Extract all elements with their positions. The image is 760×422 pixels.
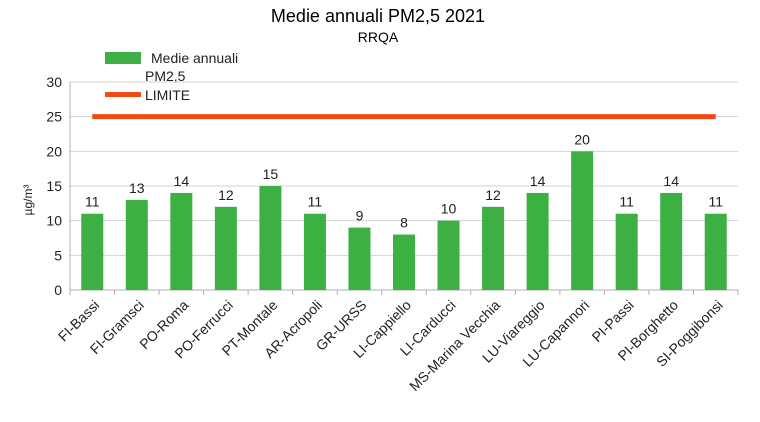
data-label: 11	[308, 194, 323, 210]
bar	[170, 192, 193, 290]
data-label: 15	[263, 166, 279, 182]
bar	[303, 213, 326, 290]
data-label: 12	[218, 187, 234, 203]
plot-area: 05101520253011FI-Bassi13FI-Gramsci14PO-R…	[46, 74, 739, 394]
data-label: 11	[708, 194, 723, 210]
bar	[660, 192, 683, 290]
y-tick-label: 15	[46, 178, 62, 194]
y-tick-label: 5	[54, 247, 62, 263]
data-label: 14	[174, 173, 190, 189]
bar	[125, 199, 148, 290]
bar	[214, 206, 237, 290]
data-label: 11	[85, 194, 100, 210]
data-label: 11	[619, 194, 634, 210]
y-tick-label: 0	[54, 282, 62, 298]
legend-label-bar-line1: Medie annuali	[151, 50, 238, 66]
y-tick-label: 20	[46, 143, 62, 159]
legend-label-limit: LIMITE	[145, 87, 190, 103]
bar	[704, 213, 727, 290]
chart-title: Medie annuali PM2,5 2021	[271, 6, 485, 26]
data-label: 13	[129, 180, 145, 196]
data-label: 9	[356, 208, 364, 224]
bar	[81, 213, 104, 290]
legend-label-bar-line2: PM2,5	[145, 68, 186, 84]
legend-swatch-bar	[105, 52, 141, 64]
data-label: 8	[400, 215, 408, 231]
y-tick-label: 25	[46, 109, 62, 125]
chart-subtitle: RRQA	[358, 29, 399, 45]
data-label: 12	[485, 187, 501, 203]
y-tick-label: 30	[46, 74, 62, 90]
y-axis-label: µg/m³	[21, 185, 35, 216]
bar	[615, 213, 638, 290]
legend-swatch-limit	[105, 92, 141, 97]
data-label: 14	[530, 173, 546, 189]
bar	[393, 234, 415, 290]
data-label: 14	[663, 173, 679, 189]
y-tick-label: 10	[46, 213, 62, 229]
data-label: 10	[441, 201, 457, 217]
bar	[571, 151, 594, 290]
bar	[482, 206, 505, 290]
bar	[526, 192, 549, 290]
bar	[259, 186, 282, 290]
legend: Medie annuali PM2,5 LIMITE	[105, 50, 238, 103]
data-label: 20	[574, 131, 590, 147]
bar	[348, 227, 371, 290]
bar	[437, 220, 460, 290]
